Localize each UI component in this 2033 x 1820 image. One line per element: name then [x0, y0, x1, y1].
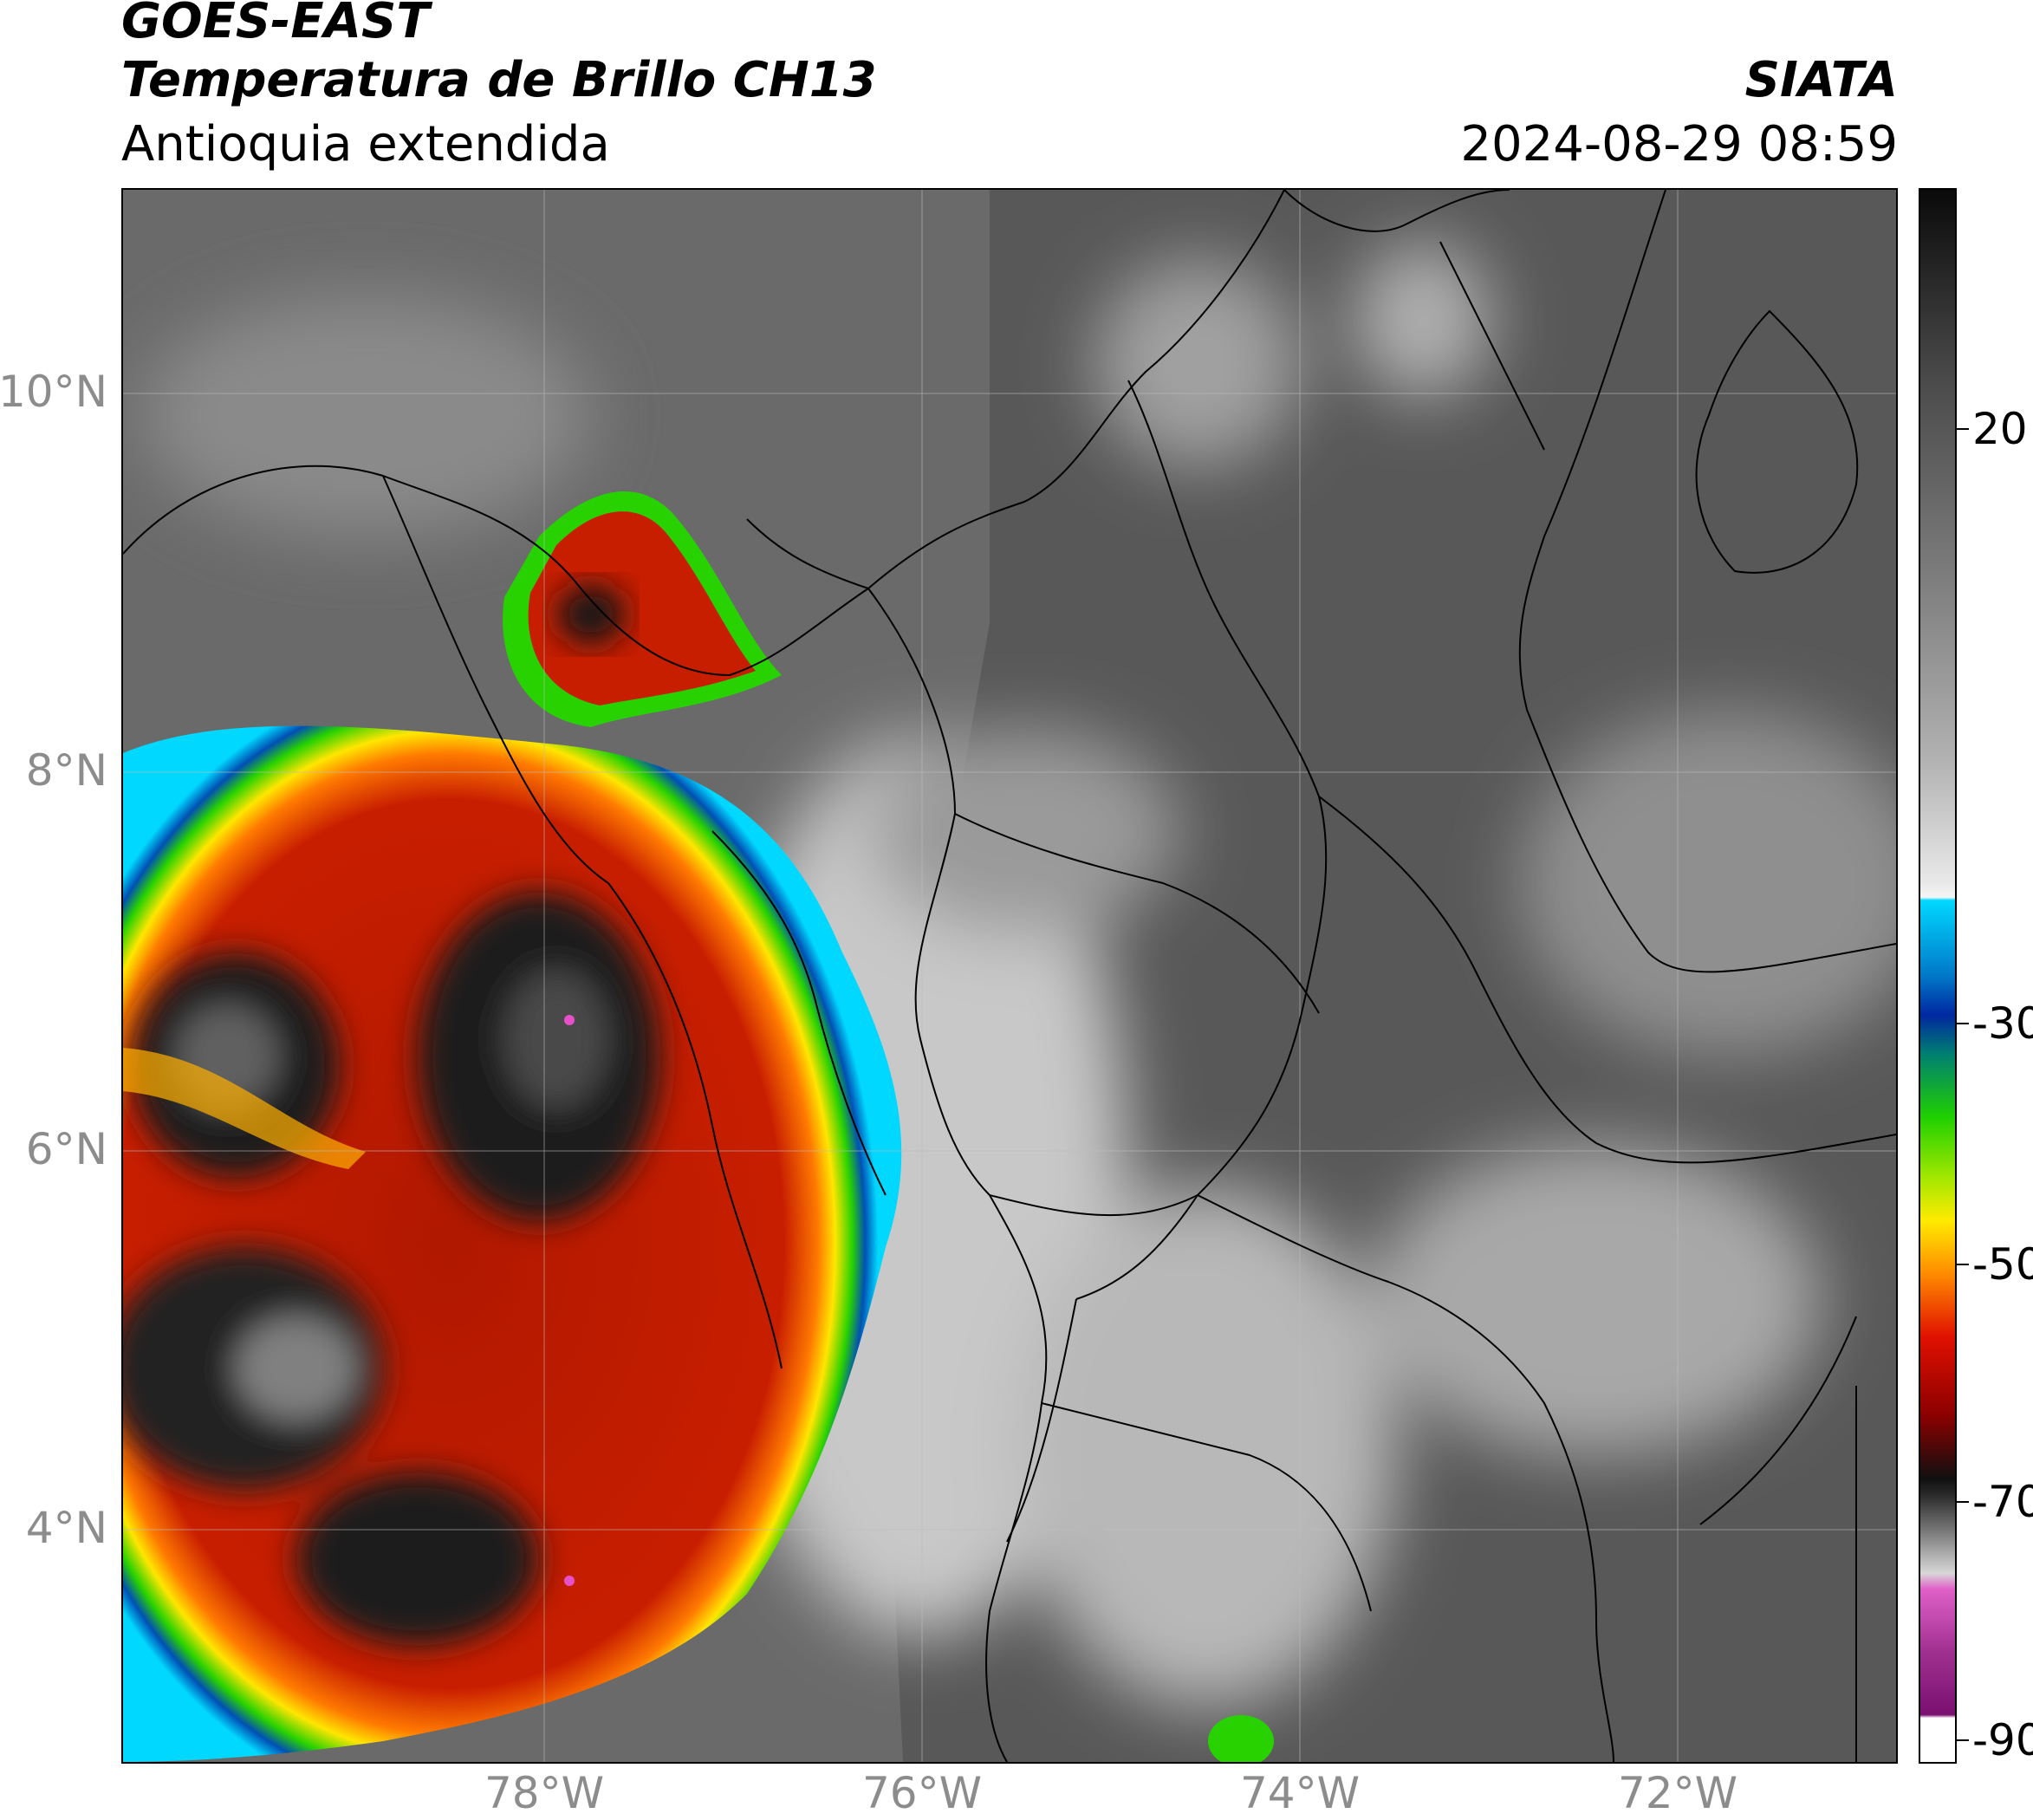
colorbar-label-20: 20 — [1972, 404, 2028, 454]
small-storm — [1208, 1715, 1274, 1762]
organization-label: SIATA — [1744, 52, 1898, 108]
lon-label-74w: 74°W — [1239, 1768, 1361, 1818]
lon-label-78w: 78°W — [484, 1768, 605, 1818]
colorbar — [1919, 188, 1957, 1764]
colorbar-tick — [1957, 1264, 1969, 1265]
lat-label-8n: 8°N — [25, 745, 107, 796]
overshoot-dot — [564, 1576, 575, 1586]
product-title: Temperatura de Brillo CH13 — [121, 52, 877, 108]
colorbar-label-neg90: -90 — [1972, 1715, 2033, 1765]
lat-label-6n: 6°N — [25, 1124, 107, 1174]
boundaries — [123, 190, 1896, 1762]
map-canvas — [123, 190, 1896, 1762]
colorbar-tick — [1957, 1501, 1969, 1503]
colorbar-label-neg70: -70 — [1972, 1477, 2033, 1527]
colorbar-tick — [1957, 1023, 1969, 1024]
lon-label-76w: 76°W — [861, 1768, 983, 1818]
colorbar-label-neg50: -50 — [1972, 1239, 2033, 1290]
overshoot-dot — [564, 1015, 575, 1025]
lon-label-72w: 72°W — [1617, 1768, 1738, 1818]
gridlines — [123, 190, 1896, 1762]
main-storm — [123, 725, 902, 1762]
satellite-map[interactable] — [121, 188, 1898, 1764]
northern-storm — [503, 491, 782, 727]
colorbar-tick — [1957, 428, 1969, 430]
lat-label-4n: 4°N — [25, 1503, 107, 1553]
colorbar-tick — [1957, 1739, 1969, 1741]
satellite-title: GOES-EAST — [121, 0, 430, 49]
colorbar-label-neg30: -30 — [1972, 998, 2033, 1049]
region-subtitle: Antioquia extendida — [121, 116, 610, 172]
datetime-label: 2024-08-29 08:59 — [1460, 116, 1898, 172]
lat-label-10n: 10°N — [0, 367, 107, 417]
